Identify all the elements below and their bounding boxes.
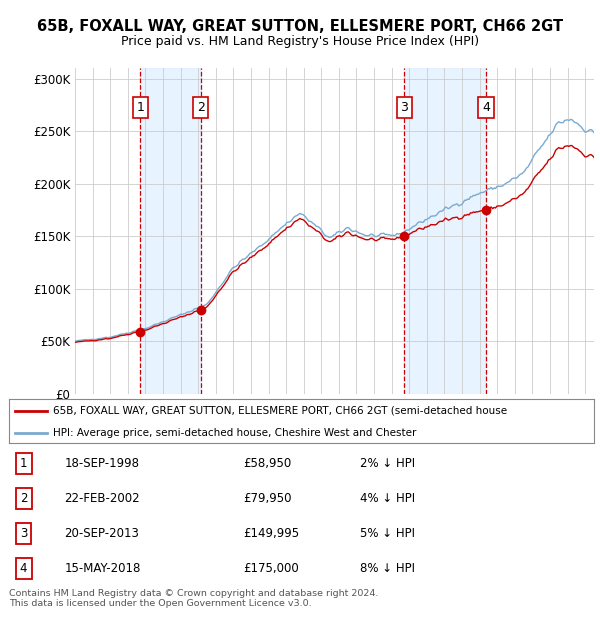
- Text: Price paid vs. HM Land Registry's House Price Index (HPI): Price paid vs. HM Land Registry's House …: [121, 35, 479, 48]
- Bar: [404, 68, 486, 394]
- Bar: [140, 68, 200, 394]
- Text: £175,000: £175,000: [243, 562, 299, 575]
- Text: 2% ↓ HPI: 2% ↓ HPI: [360, 458, 415, 471]
- Text: 3: 3: [20, 527, 28, 540]
- Text: 4% ↓ HPI: 4% ↓ HPI: [360, 492, 415, 505]
- Text: £79,950: £79,950: [243, 492, 292, 505]
- Text: 2: 2: [197, 101, 205, 113]
- Text: 18-SEP-1998: 18-SEP-1998: [65, 458, 140, 471]
- Text: 8% ↓ HPI: 8% ↓ HPI: [360, 562, 415, 575]
- Text: 3: 3: [400, 101, 408, 113]
- Text: 65B, FOXALL WAY, GREAT SUTTON, ELLESMERE PORT, CH66 2GT: 65B, FOXALL WAY, GREAT SUTTON, ELLESMERE…: [37, 19, 563, 33]
- Text: HPI: Average price, semi-detached house, Cheshire West and Chester: HPI: Average price, semi-detached house,…: [53, 428, 416, 438]
- Text: 22-FEB-2002: 22-FEB-2002: [65, 492, 140, 505]
- Text: Contains HM Land Registry data © Crown copyright and database right 2024.
This d: Contains HM Land Registry data © Crown c…: [9, 589, 379, 608]
- Text: 1: 1: [20, 458, 28, 471]
- Text: 65B, FOXALL WAY, GREAT SUTTON, ELLESMERE PORT, CH66 2GT (semi-detached house: 65B, FOXALL WAY, GREAT SUTTON, ELLESMERE…: [53, 405, 507, 416]
- Text: £149,995: £149,995: [243, 527, 299, 540]
- Text: 5% ↓ HPI: 5% ↓ HPI: [360, 527, 415, 540]
- Text: 20-SEP-2013: 20-SEP-2013: [65, 527, 139, 540]
- Text: 15-MAY-2018: 15-MAY-2018: [65, 562, 141, 575]
- Text: 4: 4: [20, 562, 28, 575]
- Text: 1: 1: [137, 101, 145, 113]
- Text: 4: 4: [482, 101, 490, 113]
- Text: 2: 2: [20, 492, 28, 505]
- Text: £58,950: £58,950: [243, 458, 291, 471]
